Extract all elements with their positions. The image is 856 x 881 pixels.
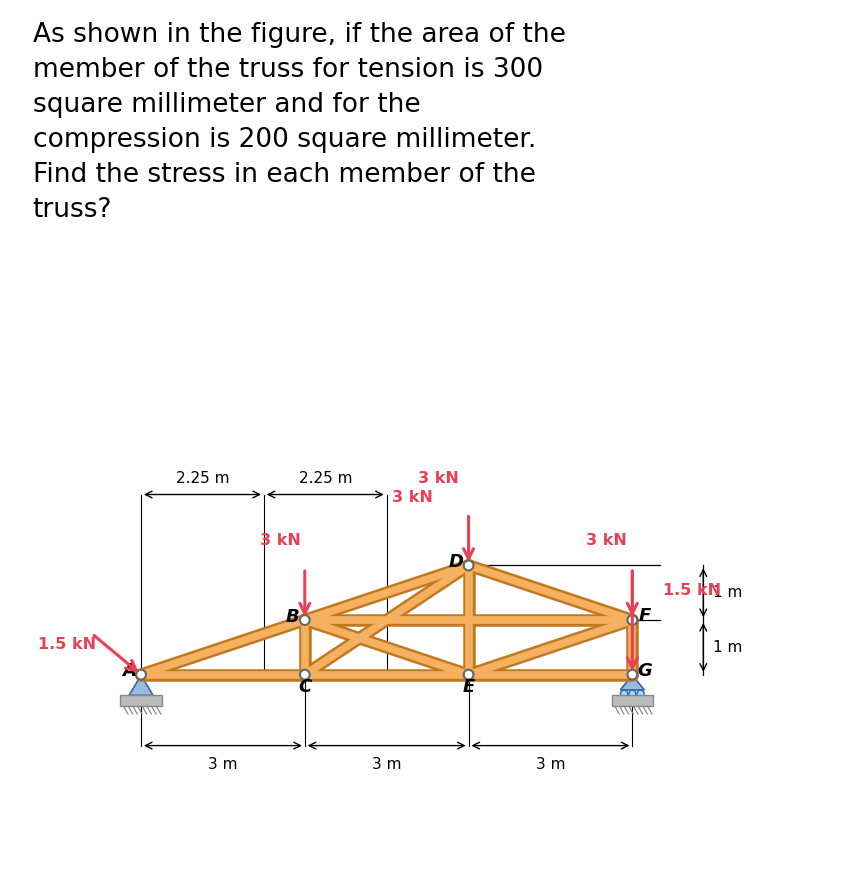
Text: 3 kN: 3 kN [586, 533, 627, 548]
Polygon shape [129, 675, 153, 695]
Text: 1 m: 1 m [713, 640, 742, 655]
Circle shape [637, 690, 644, 697]
Text: 1 m: 1 m [713, 585, 742, 600]
Circle shape [627, 615, 637, 625]
Text: A: A [122, 663, 136, 680]
Bar [611, 695, 653, 707]
Text: D: D [449, 552, 464, 571]
Circle shape [300, 670, 310, 679]
Circle shape [627, 670, 637, 679]
Circle shape [621, 690, 627, 697]
Text: 3 m: 3 m [372, 757, 401, 772]
Text: 1.5 kN: 1.5 kN [663, 582, 722, 597]
Text: 1.5 kN: 1.5 kN [39, 637, 97, 652]
Text: 3 kN: 3 kN [260, 533, 300, 548]
Text: 2.25 m: 2.25 m [175, 471, 229, 486]
Text: F: F [639, 607, 651, 626]
Text: G: G [637, 663, 651, 680]
Text: C: C [298, 677, 312, 696]
Circle shape [300, 615, 310, 625]
Circle shape [464, 670, 473, 679]
Circle shape [464, 560, 473, 570]
Text: E: E [462, 677, 475, 696]
Text: 3 m: 3 m [536, 757, 565, 772]
Text: 2.25 m: 2.25 m [299, 471, 352, 486]
Circle shape [629, 690, 636, 697]
Text: 3 kN: 3 kN [418, 470, 459, 485]
Text: 3 m: 3 m [208, 757, 238, 772]
Bar [121, 695, 162, 707]
Text: B: B [286, 608, 300, 626]
Circle shape [136, 670, 146, 679]
Text: As shown in the figure, if the area of the
member of the truss for tension is 30: As shown in the figure, if the area of t… [33, 22, 566, 223]
Polygon shape [621, 675, 645, 690]
Text: 3 kN: 3 kN [392, 490, 433, 505]
